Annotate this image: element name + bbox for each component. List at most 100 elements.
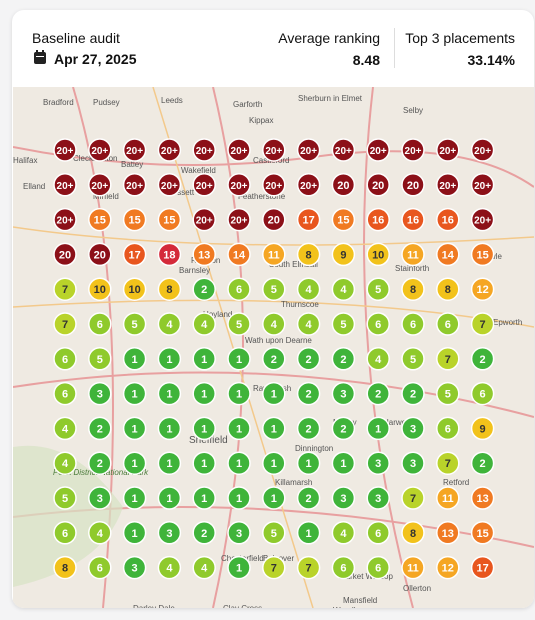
rank-dot [227, 173, 251, 197]
rank-dot [192, 347, 216, 371]
rank-value: 20+ [300, 181, 317, 192]
rank-value: 20+ [439, 146, 456, 157]
rank-value: 3 [375, 493, 381, 505]
rank-value: 6 [97, 563, 103, 575]
rank-value: 10 [128, 284, 140, 296]
rank-dot [401, 486, 425, 510]
rank-dot [436, 207, 460, 232]
rank-dot [53, 207, 77, 232]
rank-value: 17 [128, 249, 140, 261]
rank-dot [262, 138, 286, 162]
rank-dot [192, 451, 216, 475]
rank-value: 7 [480, 319, 486, 331]
place-label: Batley [121, 160, 143, 169]
rank-value: 14 [442, 249, 455, 261]
rank-value: 16 [407, 215, 419, 227]
stat-value: 33.14% [467, 52, 515, 68]
rank-dot [157, 416, 182, 441]
rank-dot [470, 347, 495, 371]
rank-value: 5 [340, 319, 346, 331]
rank-value: 2 [306, 493, 312, 505]
rank-dot [470, 486, 495, 510]
stat-value: 8.48 [352, 52, 380, 68]
rank-dot [192, 555, 216, 580]
rank-value: 11 [407, 249, 419, 261]
rank-dot [122, 277, 147, 301]
place-label: Kippax [249, 116, 273, 125]
rank-value: 4 [201, 319, 208, 331]
place-label: Retford [443, 478, 469, 487]
rank-value: 2 [480, 354, 486, 366]
rank-dot [157, 521, 182, 545]
rank-dot [436, 173, 460, 197]
rank-value: 2 [375, 389, 381, 401]
rank-value: 20+ [300, 146, 317, 157]
rank-value: 15 [337, 215, 349, 227]
rank-value: 15 [476, 528, 488, 540]
rank-value: 8 [445, 284, 451, 296]
rank-dot [262, 242, 286, 267]
rank-dot [157, 277, 182, 301]
rank-value: 1 [201, 423, 207, 435]
rank-value: 6 [445, 423, 451, 435]
rank-dot [122, 521, 147, 545]
rank-value: 1 [132, 389, 138, 401]
rank-dot [470, 555, 495, 580]
rank-dot [331, 416, 356, 441]
rank-dot [366, 416, 390, 441]
rank-dot [366, 451, 390, 475]
place-label: South Elmsall [269, 260, 318, 269]
rank-dot [122, 347, 147, 371]
rank-dot [366, 312, 390, 336]
place-label: Epworth [493, 318, 522, 327]
rank-dot [296, 416, 321, 441]
rank-value: 4 [271, 319, 278, 331]
rank-dot [192, 486, 216, 510]
rank-value: 2 [340, 423, 346, 435]
rank-value: 3 [166, 528, 172, 540]
rank-dot [331, 242, 356, 267]
rank-dot [122, 486, 147, 510]
rank-value: 13 [442, 528, 454, 540]
rank-value: 3 [340, 493, 346, 505]
rank-value: 1 [132, 493, 138, 505]
rank-value: 1 [166, 389, 172, 401]
rank-value: 10 [94, 284, 106, 296]
rank-dot [366, 521, 390, 545]
rank-dot [157, 347, 182, 371]
rank-value: 16 [372, 215, 384, 227]
rank-value: 6 [340, 563, 346, 575]
rank-value: 6 [480, 389, 486, 401]
rank-value: 7 [410, 493, 416, 505]
rank-dot [122, 312, 147, 336]
rank-dot [470, 138, 495, 162]
rank-dot [262, 555, 286, 580]
rank-dot [53, 416, 77, 441]
place-label: Pudsey [93, 98, 120, 107]
rank-dot [470, 207, 495, 232]
rank-dot [157, 486, 182, 510]
map: Bradford Pudsey Leeds Garforth Sherburn in E… [13, 87, 534, 608]
rank-dot [331, 486, 356, 510]
rank-value: 20+ [196, 216, 213, 227]
place-label: Market Warsop [339, 572, 393, 581]
rank-value: 8 [410, 284, 416, 296]
rank-dot [88, 277, 112, 301]
rank-value: 12 [442, 563, 454, 575]
rank-value: 6 [62, 354, 68, 366]
rank-value: 1 [132, 458, 138, 470]
rank-value: 17 [302, 215, 314, 227]
rank-dot [122, 416, 147, 441]
rank-dot [262, 312, 286, 336]
rank-value: 13 [198, 249, 210, 261]
rank-dot [296, 486, 321, 510]
rank-value: 20+ [474, 181, 491, 192]
rank-value: 20+ [231, 216, 248, 227]
rank-value: 2 [306, 354, 312, 366]
rank-dot [192, 381, 216, 406]
rank-value: 5 [97, 354, 103, 366]
rank-value: 20+ [231, 146, 248, 157]
rank-dot [88, 138, 112, 162]
rank-value: 1 [236, 423, 242, 435]
